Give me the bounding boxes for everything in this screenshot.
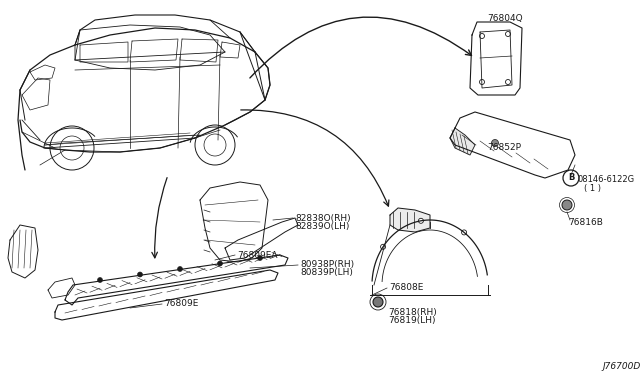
Text: 76809E: 76809E: [164, 299, 198, 308]
Text: 76852P: 76852P: [487, 143, 521, 152]
Circle shape: [381, 244, 385, 249]
Text: J76700DL: J76700DL: [602, 362, 640, 371]
Polygon shape: [390, 208, 430, 232]
Circle shape: [373, 297, 383, 307]
Text: B: B: [568, 173, 574, 183]
Text: 76809EA: 76809EA: [237, 251, 278, 260]
Circle shape: [492, 140, 499, 147]
Circle shape: [218, 261, 223, 266]
Text: 82838O(RH): 82838O(RH): [295, 214, 351, 223]
Circle shape: [177, 266, 182, 272]
Circle shape: [419, 218, 424, 223]
Circle shape: [562, 200, 572, 210]
Text: 76816B: 76816B: [568, 218, 603, 227]
Circle shape: [138, 272, 143, 277]
Text: 08146-6122G: 08146-6122G: [578, 175, 635, 184]
Text: 76804Q: 76804Q: [487, 14, 523, 23]
Text: 80938P(RH): 80938P(RH): [300, 260, 354, 269]
Circle shape: [461, 230, 467, 235]
Circle shape: [257, 256, 262, 260]
Text: ( 1 ): ( 1 ): [584, 184, 601, 193]
Text: 80839P(LH): 80839P(LH): [300, 268, 353, 277]
Text: 76808E: 76808E: [389, 283, 424, 292]
Text: 76818(RH): 76818(RH): [388, 308, 436, 317]
Text: 76819(LH): 76819(LH): [388, 316, 435, 325]
Circle shape: [97, 278, 102, 282]
Text: 82839O(LH): 82839O(LH): [295, 222, 349, 231]
Polygon shape: [450, 128, 475, 155]
